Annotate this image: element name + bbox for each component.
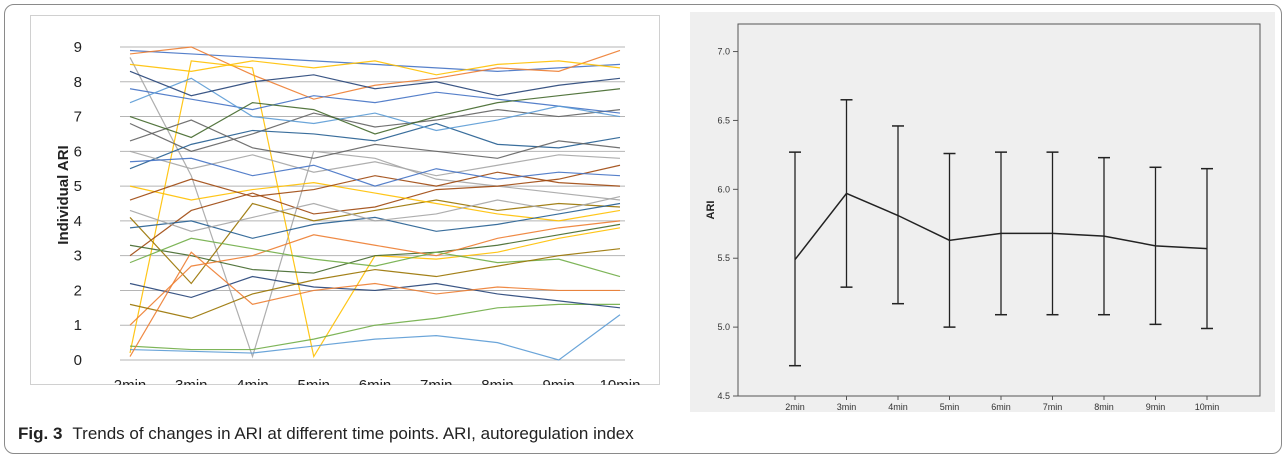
right-x-tick-2min: 2min [785, 402, 805, 412]
left-x-tick-9min: 9min [542, 377, 575, 385]
left-series-line-12 [129, 223, 621, 274]
right-x-tick-3min: 3min [837, 402, 857, 412]
left-series-line-5 [129, 314, 621, 361]
left-y-tick-2: 2 [74, 282, 82, 299]
right-x-tick-8min: 8min [1094, 402, 1114, 412]
right-plot-area [737, 23, 1261, 397]
left-series-line-27 [129, 195, 621, 232]
left-chart-border [30, 15, 660, 385]
left-grid [120, 46, 625, 361]
left-series-line-6 [129, 303, 620, 351]
left-series-line-14 [129, 220, 621, 326]
right-mean-line [794, 192, 1208, 261]
left-series-line-26 [129, 251, 620, 357]
right-x-tick-9min: 9min [1146, 402, 1166, 412]
left-y-tick-1: 1 [74, 317, 82, 334]
left-series-line-19 [129, 70, 621, 97]
left-y-tick-7: 7 [74, 109, 82, 126]
left-y-axis-label: Individual ARI [55, 145, 72, 244]
individual-ari-chart: 0 1 2 3 4 5 6 7 8 9 2min 3min 4min 5min 6min 7min 8min 9… [30, 15, 660, 385]
left-y-tick-3: 3 [74, 248, 82, 265]
left-series-lines [129, 46, 621, 361]
left-y-tick-6: 6 [74, 143, 82, 160]
right-y-tick-5.0: 5.0 [717, 322, 730, 332]
right-x-tick-10min: 10min [1195, 402, 1220, 412]
right-x-tick-4min: 4min [888, 402, 908, 412]
left-series-line-28 [129, 60, 621, 76]
left-series-line-21 [129, 119, 621, 159]
left-y-tick-5: 5 [74, 178, 82, 195]
right-y-tick-6.0: 6.0 [717, 184, 730, 194]
left-y-tick-labels: 0 1 2 3 4 5 6 7 8 9 [74, 39, 82, 369]
left-series-line-10 [129, 199, 621, 285]
left-y-tick-4: 4 [74, 213, 82, 230]
left-x-tick-10min: 10min [600, 377, 641, 385]
figure-caption: Fig. 3 Trends of changes in ARI at differ… [18, 424, 634, 444]
left-series-line-16 [129, 182, 621, 222]
left-series-line-9 [129, 108, 621, 152]
left-series-line-13 [129, 88, 621, 114]
left-x-tick-4min: 4min [236, 377, 269, 385]
right-y-axis-label: ARI [705, 201, 717, 220]
right-x-tick-6min: 6min [991, 402, 1011, 412]
figure-caption-text: Trends of changes in ARI at different ti… [72, 424, 634, 443]
left-x-tick-6min: 6min [359, 377, 392, 385]
left-series-line-3 [129, 57, 621, 359]
right-x-ticks: 2min 3min 4min 5min 6min 7min 8min 9min 10min [785, 396, 1219, 412]
left-series-line-8 [129, 164, 621, 257]
left-y-tick-9: 9 [74, 39, 82, 56]
mean-ari-chart: 4.5 5.0 5.5 6.0 6.5 7.0 2min 3min 4min 5min 6min 7… [690, 12, 1275, 412]
figure-frame [4, 4, 1282, 454]
left-series-line-20 [129, 171, 621, 201]
left-x-tick-labels: 2min 3min 4min 5min 6min 7min 8min 9min 10min [114, 377, 641, 385]
left-series-line-2 [129, 46, 621, 100]
left-series-line-24 [129, 88, 621, 139]
left-y-tick-0: 0 [74, 352, 82, 369]
right-y-tick-4.5: 4.5 [717, 391, 730, 401]
left-x-tick-3min: 3min [175, 377, 208, 385]
left-series-line-22 [129, 248, 621, 319]
left-series-line-25 [129, 157, 621, 187]
right-x-tick-5min: 5min [940, 402, 960, 412]
right-x-tick-7min: 7min [1043, 402, 1063, 412]
left-x-tick-7min: 7min [420, 377, 453, 385]
left-series-line-18 [129, 237, 621, 278]
left-series-line-1 [129, 49, 621, 72]
right-y-tick-6.5: 6.5 [717, 115, 730, 125]
right-y-ticks: 4.5 5.0 5.5 6.0 6.5 7.0 [717, 47, 738, 401]
left-y-tick-8: 8 [74, 74, 82, 91]
left-x-tick-5min: 5min [297, 377, 330, 385]
left-series-line-7 [129, 275, 621, 309]
figure-label: Fig. 3 [18, 424, 63, 443]
right-y-tick-5.5: 5.5 [717, 253, 730, 263]
left-x-tick-2min: 2min [114, 377, 147, 385]
right-y-tick-7.0: 7.0 [717, 47, 730, 57]
left-x-tick-8min: 8min [481, 377, 514, 385]
